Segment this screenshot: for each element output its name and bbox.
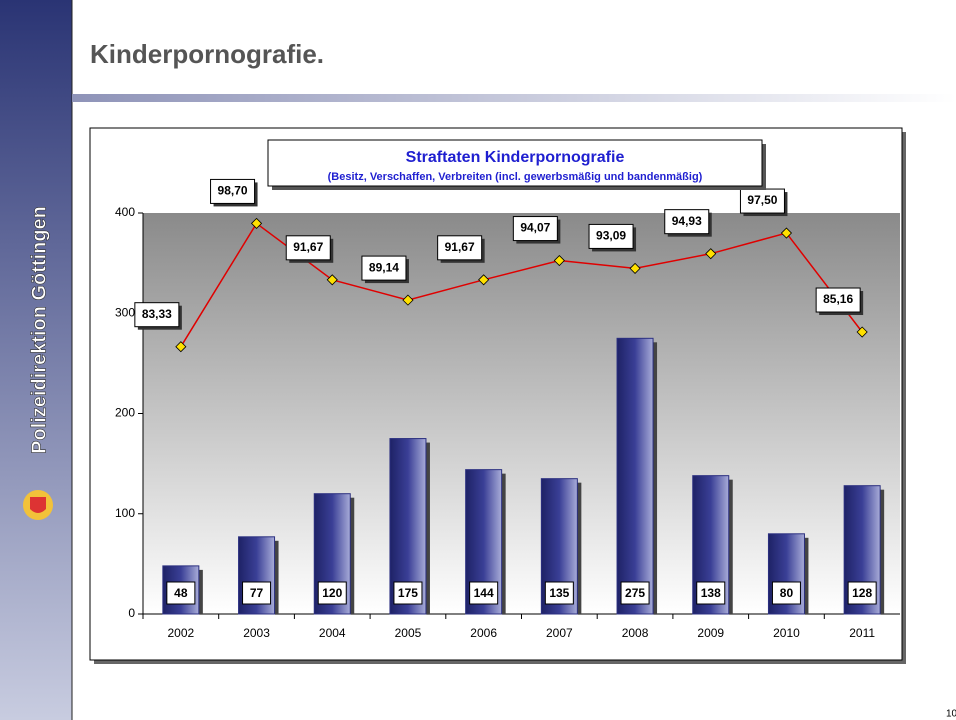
marker bbox=[780, 227, 793, 239]
bar-label-box bbox=[317, 581, 347, 605]
value-label: 97,50 bbox=[747, 193, 777, 207]
chart-subtitle: (Besitz, Verschaffen, Verbreiten (incl. … bbox=[328, 171, 703, 183]
x-tick-label: 2009 bbox=[697, 626, 724, 640]
bar-label-box bbox=[696, 581, 726, 605]
bar-label: 77 bbox=[250, 586, 264, 600]
marker bbox=[478, 274, 490, 286]
value-label-box bbox=[815, 287, 861, 313]
y-tick-label: 100 bbox=[115, 506, 135, 520]
value-label-box bbox=[210, 178, 256, 204]
marker bbox=[629, 262, 641, 274]
y-tick-label: 400 bbox=[115, 205, 135, 219]
title-bar bbox=[72, 94, 956, 102]
value-label-box bbox=[588, 223, 634, 249]
bar-label-box bbox=[620, 581, 650, 605]
marker bbox=[705, 248, 717, 260]
value-label: 94,07 bbox=[520, 221, 550, 235]
x-tick-label: 2007 bbox=[546, 626, 573, 640]
page-number: 10 bbox=[946, 709, 956, 720]
marker bbox=[856, 326, 868, 338]
title-box bbox=[267, 139, 763, 187]
chart-title: Straftaten Kinderpornografie bbox=[406, 149, 625, 166]
value-label-box bbox=[664, 209, 710, 235]
value-label: 98,70 bbox=[218, 184, 248, 198]
value-label-box bbox=[361, 255, 407, 281]
chart: 0 100 200 300 400 2002 2003 2004 2005 2006 2007 200… bbox=[115, 139, 900, 640]
marker bbox=[175, 341, 187, 353]
bar-label-box bbox=[393, 581, 423, 605]
x-tick-label: 2006 bbox=[470, 626, 497, 640]
emblem bbox=[23, 490, 53, 520]
y-tick-label: 0 bbox=[128, 606, 135, 620]
bar-label: 138 bbox=[701, 586, 721, 600]
x-tick-label: 2011 bbox=[849, 626, 875, 640]
value-label: 85,16 bbox=[823, 292, 853, 306]
bar-label-box bbox=[242, 581, 272, 605]
value-label: 91,67 bbox=[445, 240, 475, 254]
marker bbox=[553, 254, 565, 267]
value-label: 89,14 bbox=[369, 260, 399, 274]
x-tick-label: 2008 bbox=[622, 626, 649, 640]
x-tick-label: 2005 bbox=[395, 626, 422, 640]
bar-label: 80 bbox=[780, 586, 794, 600]
value-label-box bbox=[512, 216, 558, 242]
bar-label-box bbox=[847, 581, 877, 605]
bar-label-box bbox=[469, 581, 499, 605]
y-tick-label: 200 bbox=[115, 406, 135, 420]
x-tick-label: 2010 bbox=[773, 626, 800, 640]
bar-label: 48 bbox=[174, 586, 188, 600]
value-label-box bbox=[739, 188, 785, 214]
bar bbox=[616, 337, 654, 615]
marker bbox=[402, 294, 414, 306]
bar-label: 175 bbox=[398, 586, 418, 600]
value-label: 94,93 bbox=[672, 214, 702, 228]
bar-label: 120 bbox=[322, 586, 342, 600]
bar-label: 128 bbox=[852, 586, 872, 600]
value-label-box bbox=[285, 235, 331, 261]
bar-label: 144 bbox=[474, 586, 494, 600]
x-tick-label: 2002 bbox=[167, 626, 194, 640]
bar-label-box bbox=[771, 581, 801, 605]
x-tick-label: 2004 bbox=[319, 626, 346, 640]
bar-label: 135 bbox=[549, 586, 569, 600]
marker bbox=[250, 217, 263, 229]
marker bbox=[326, 274, 338, 286]
x-tick-label: 2003 bbox=[243, 626, 270, 640]
bar-label-box bbox=[544, 581, 574, 605]
value-label: 93,09 bbox=[596, 229, 626, 243]
slide-title: Kinderpornografie. bbox=[90, 39, 324, 69]
value-label-box bbox=[437, 235, 483, 261]
sidebar bbox=[0, 0, 72, 720]
value-label: 83,33 bbox=[142, 307, 172, 321]
y-tick-label: 300 bbox=[115, 305, 135, 319]
bar-label: 275 bbox=[625, 586, 645, 600]
sidebar-text: Polizeidirektion Göttingen bbox=[28, 206, 50, 454]
value-label-box bbox=[134, 302, 180, 328]
value-label: 91,67 bbox=[293, 240, 323, 254]
bar-label-box bbox=[166, 581, 196, 605]
